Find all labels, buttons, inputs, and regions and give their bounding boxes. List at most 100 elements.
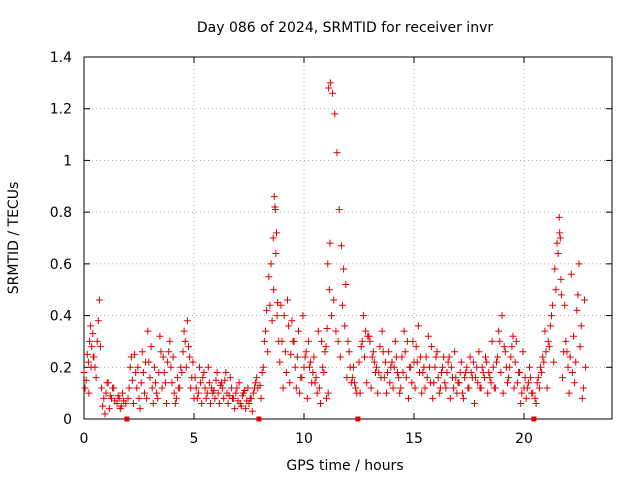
data-point <box>559 374 566 382</box>
data-point <box>150 363 158 371</box>
data-point <box>557 291 565 299</box>
data-point <box>226 374 234 382</box>
data-point <box>103 379 111 387</box>
data-point <box>270 286 278 294</box>
data-point <box>548 312 555 320</box>
x-tick-labels: 0 5 10 15 20 <box>80 431 533 447</box>
data-point <box>332 327 340 335</box>
data-point <box>306 363 313 371</box>
data-point <box>335 206 343 214</box>
data-point <box>541 327 549 335</box>
data-point <box>427 379 434 387</box>
data-point <box>231 405 239 413</box>
data-point <box>563 348 571 356</box>
data-point <box>189 358 197 366</box>
data-point <box>495 327 503 335</box>
data-point <box>413 358 421 366</box>
data-point <box>88 343 96 351</box>
data-point <box>446 394 454 402</box>
data-point <box>521 374 529 382</box>
data-point <box>460 394 467 402</box>
data-point <box>322 394 330 402</box>
data-point <box>319 363 327 371</box>
data-point <box>273 312 281 320</box>
data-point <box>396 389 404 397</box>
data-point <box>269 234 277 242</box>
data-point <box>233 384 241 392</box>
data-point <box>531 394 539 402</box>
data-point <box>385 348 393 356</box>
data-point <box>197 379 205 387</box>
data-point <box>468 374 476 382</box>
data-point <box>494 353 502 361</box>
data-point <box>469 358 477 366</box>
data-point <box>287 350 295 358</box>
data-point <box>374 389 382 397</box>
data-point <box>507 353 515 361</box>
data-point <box>257 394 265 402</box>
data-point <box>519 348 527 356</box>
data-point <box>211 394 219 402</box>
data-point <box>182 363 190 371</box>
data-point <box>172 394 180 402</box>
data-point <box>92 374 100 382</box>
data-point <box>423 374 431 382</box>
data-point <box>359 312 367 320</box>
data-point <box>549 301 557 309</box>
data-point <box>449 374 456 382</box>
data-point <box>303 394 311 402</box>
data-point <box>484 389 492 397</box>
data-point <box>357 343 365 351</box>
data-point <box>186 353 194 361</box>
data-point <box>100 394 108 402</box>
data-point <box>135 394 143 402</box>
data-point <box>328 312 335 320</box>
data-point <box>199 374 207 382</box>
data-point <box>513 379 521 387</box>
data-point <box>433 348 441 356</box>
data-point <box>312 374 320 382</box>
data-point <box>296 389 304 397</box>
x-tick-label: 10 <box>295 431 313 447</box>
data-point <box>479 368 487 376</box>
data-point <box>308 379 316 387</box>
data-point <box>578 394 586 402</box>
data-point <box>401 348 409 356</box>
data-point <box>552 286 560 294</box>
data-point <box>550 358 558 366</box>
data-point <box>551 265 559 273</box>
data-point <box>533 379 541 387</box>
data-point <box>497 368 505 376</box>
data-point <box>369 348 377 356</box>
data-point <box>167 363 175 371</box>
data-point <box>438 368 445 376</box>
data-point <box>500 343 508 351</box>
data-point <box>149 399 157 407</box>
data-point <box>270 193 278 201</box>
data-point <box>505 374 513 382</box>
data-point <box>125 384 133 392</box>
data-point <box>147 343 155 351</box>
data-point <box>202 394 210 402</box>
data-point <box>325 84 333 92</box>
y-tick-label: 1 <box>63 153 72 169</box>
data-point <box>153 389 161 397</box>
grid-lines <box>84 57 612 419</box>
data-point <box>291 363 299 371</box>
data-point <box>124 394 132 402</box>
data-point <box>139 368 147 376</box>
data-point <box>555 213 563 221</box>
data-point <box>370 358 378 366</box>
data-point <box>279 384 287 392</box>
data-point <box>143 394 151 402</box>
data-point <box>384 368 392 376</box>
data-point <box>416 368 423 376</box>
data-point <box>302 348 310 356</box>
data-point <box>148 384 156 392</box>
data-point <box>113 399 121 407</box>
data-point <box>340 265 348 273</box>
data-point <box>405 394 412 402</box>
y-tick-label: 0 <box>63 412 72 428</box>
data-point <box>170 389 178 397</box>
